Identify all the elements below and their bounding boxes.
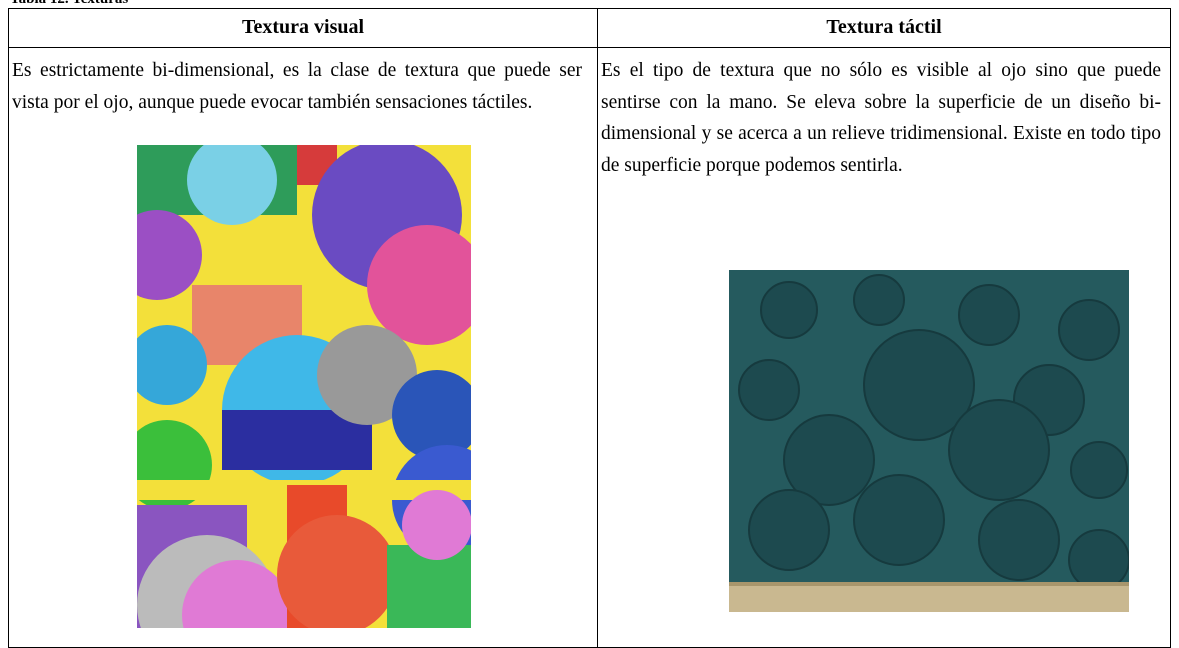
cell-text: Es el tipo de textura que no sólo es vis…	[601, 60, 1161, 176]
caption: Tabla 12. Texturas	[10, 0, 128, 8]
header-cell: Textura visual	[241, 16, 365, 38]
row-divider	[9, 47, 1170, 48]
cell-text: Es estrictamente bi-dimensional, es la c…	[12, 60, 582, 113]
page: Tabla 12. Texturas Textura visual Textur…	[8, 0, 1171, 648]
table: Textura visual Textura táctil Es estrict…	[8, 8, 1171, 648]
tactile-texture-image	[729, 270, 1129, 612]
column-divider	[597, 9, 598, 647]
visual-texture-image	[137, 145, 471, 628]
header-cell: Textura táctil	[826, 16, 942, 38]
